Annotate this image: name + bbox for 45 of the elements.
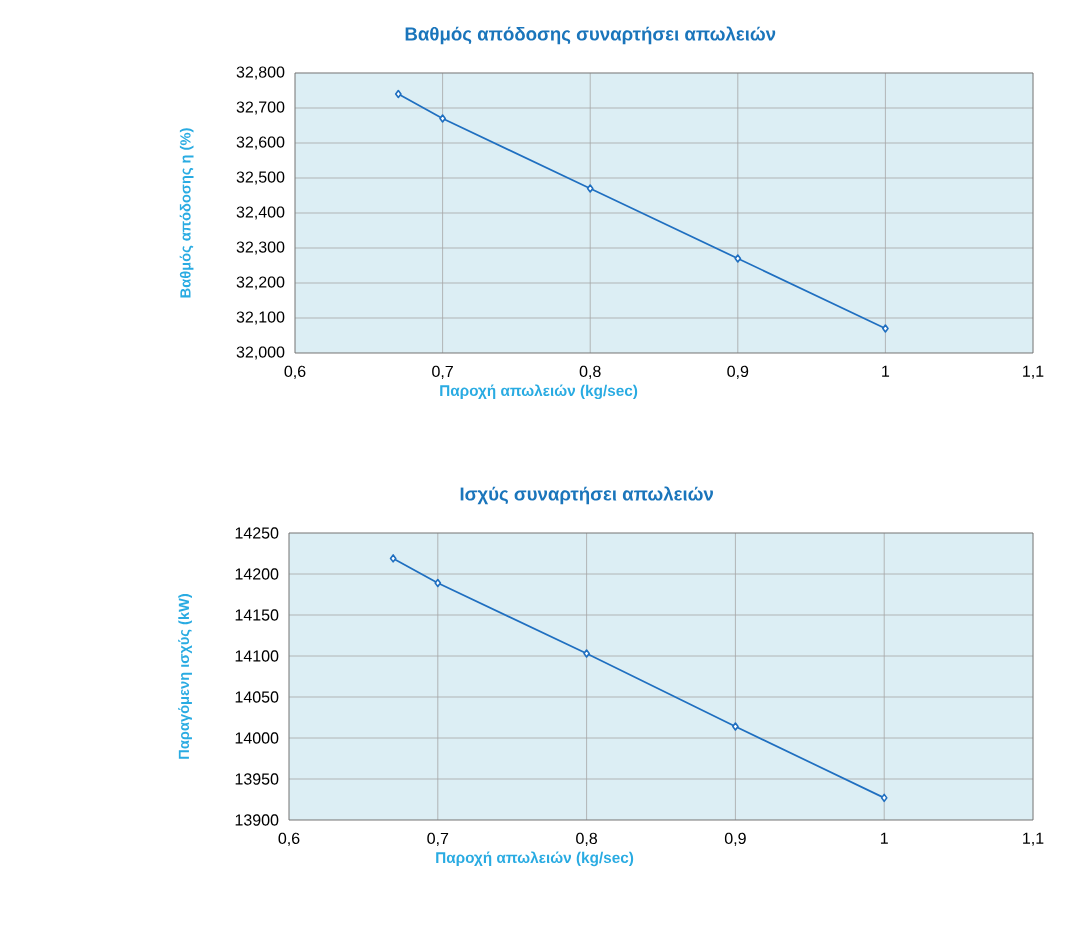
y-tick-label: 32,000 [236, 346, 285, 360]
point [439, 114, 446, 123]
x-tick-label: 0,7 [427, 832, 449, 846]
y-tick-label: 32,800 [236, 66, 285, 80]
x-tick-label: 0,6 [278, 832, 300, 846]
point [880, 793, 888, 803]
x-tick-label: 1 [880, 832, 888, 844]
y-tick-label: 14200 [235, 568, 279, 580]
x-tick-label: 0,7 [432, 365, 453, 379]
y-tick-label: 32,700 [236, 101, 285, 115]
y-tick-label: 32,200 [236, 276, 285, 290]
chart-title: Ισχύς συναρτήσει απωλειών [460, 486, 713, 505]
point [434, 578, 442, 588]
y-tick-label: 32,500 [236, 171, 285, 185]
x-tick-label: 1,1 [1023, 832, 1044, 846]
point [732, 722, 739, 731]
y-tick-label: 14150 [235, 609, 279, 621]
y-tick-label: 14100 [235, 650, 279, 662]
x-tick-label: 0,8 [576, 832, 598, 846]
y-tick-label: 14250 [235, 527, 279, 539]
point [882, 324, 889, 333]
x-axis-title: Παροχή απωλειών (kg/sec) [436, 851, 634, 867]
y-tick-label: 32,100 [236, 311, 285, 325]
x-axis-title: Παροχή απωλειών (kg/sec) [440, 384, 638, 400]
point [389, 554, 397, 563]
chart-title: Βαθμός απόδοσης συναρτήσει απωλειών [405, 26, 776, 45]
x-tick-label: 0,9 [724, 832, 746, 846]
x-tick-label: 0,9 [727, 365, 749, 379]
y-tick-label: 32,600 [236, 136, 285, 150]
x-tick-label: 1 [882, 365, 890, 377]
y-tick-label: 13900 [235, 814, 279, 826]
x-tick-label: 1,1 [1023, 365, 1044, 379]
x-tick-label: 0,6 [284, 365, 306, 379]
point [734, 254, 742, 263]
x-tick-label: 0,8 [579, 365, 601, 379]
point [583, 649, 591, 658]
point [586, 184, 594, 193]
y-tick-label: 13950 [235, 773, 279, 785]
y-axis-title: Παραγόμενη ισχύς (kW) [178, 593, 192, 759]
point [394, 89, 402, 99]
y-axis-title: Βαθμός απόδοσης η (%) [179, 128, 194, 298]
y-tick-label: 32,300 [236, 241, 285, 255]
y-tick-label: 14050 [235, 691, 279, 703]
y-tick-label: 32,400 [236, 206, 285, 220]
y-tick-label: 14000 [235, 732, 279, 744]
